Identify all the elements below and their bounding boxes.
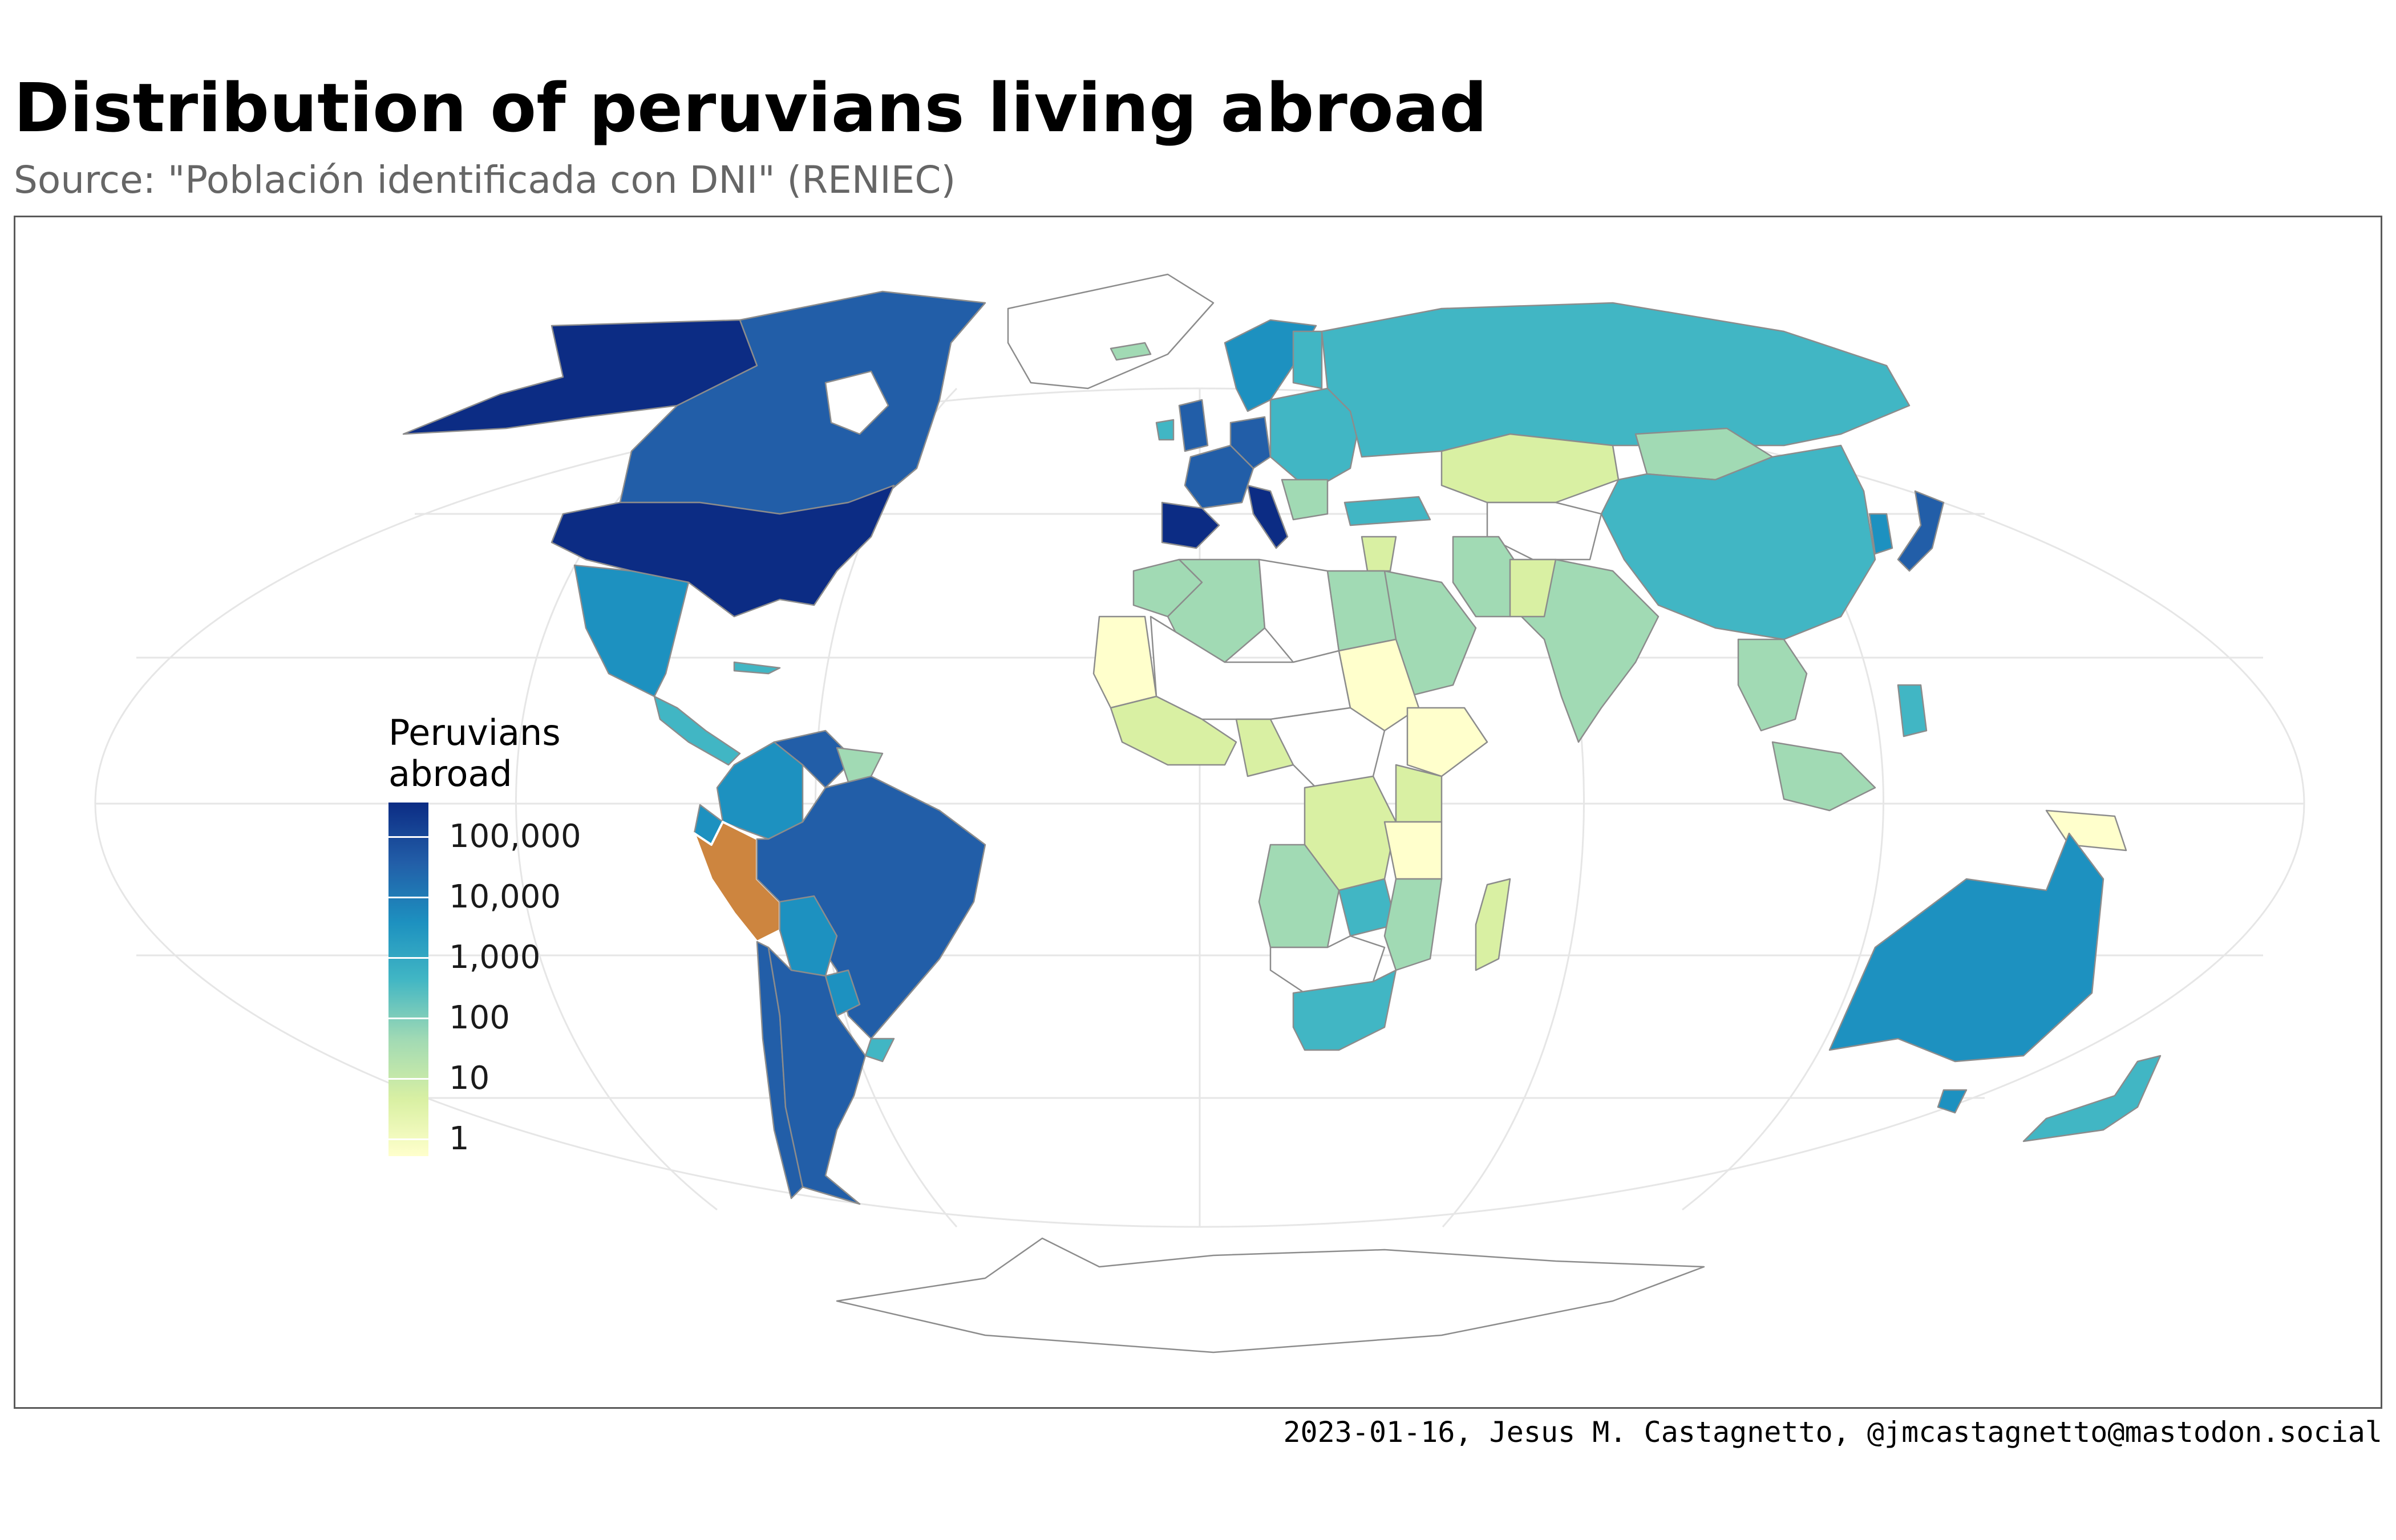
country-southern-africa bbox=[1269, 935, 1386, 994]
country-brazil bbox=[756, 775, 986, 1040]
country-china bbox=[1600, 444, 1876, 641]
country-philippines bbox=[1897, 684, 1928, 737]
country-west-africa bbox=[1110, 695, 1237, 766]
country-mauritania bbox=[1092, 615, 1157, 709]
country-ireland bbox=[1155, 419, 1175, 441]
country-venezuela bbox=[773, 730, 855, 789]
country-south-africa bbox=[1292, 969, 1397, 1051]
legend-break-label: 100,000 bbox=[449, 818, 581, 855]
country-pakistan bbox=[1509, 558, 1557, 618]
country-italy bbox=[1246, 484, 1289, 549]
country-sudan bbox=[1338, 638, 1420, 732]
world-map bbox=[94, 273, 2305, 1353]
legend-break-label: 1 bbox=[449, 1120, 470, 1157]
country-germany bbox=[1229, 416, 1272, 469]
country-australia bbox=[1828, 832, 2104, 1063]
legend: Peruvians abroad 100,000 10,000 1,000 100 10… bbox=[388, 712, 628, 1156]
caption: 2023-01-16, Jesus M. Castagnetto, @jmcas… bbox=[1283, 1416, 2382, 1449]
legend-tick bbox=[388, 1078, 428, 1080]
map-panel: Peruvians abroad 100,000 10,000 1,000 100 10… bbox=[14, 216, 2382, 1409]
country-mexico bbox=[573, 564, 690, 698]
country-spain bbox=[1161, 501, 1220, 549]
country-iceland bbox=[1110, 342, 1152, 361]
legend-colorbar-area: 100,000 10,000 1,000 100 10 1 bbox=[388, 803, 628, 1156]
country-mozambique bbox=[1383, 878, 1443, 971]
legend-title: Peruvians abroad bbox=[388, 712, 561, 795]
legend-tick bbox=[388, 1138, 428, 1140]
legend-colorbar bbox=[388, 803, 428, 1156]
country-korea bbox=[1868, 513, 1893, 555]
legend-break-label: 100 bbox=[449, 999, 510, 1036]
country-guyanas bbox=[836, 747, 884, 783]
country-tanzania bbox=[1383, 821, 1443, 880]
country-uruguay bbox=[864, 1038, 895, 1063]
country-finland bbox=[1292, 330, 1323, 390]
antarctica bbox=[836, 1237, 1705, 1353]
country-kazakhstan bbox=[1440, 433, 1620, 504]
legend-tick bbox=[388, 836, 428, 838]
legend-tick bbox=[388, 897, 428, 898]
country-russia bbox=[1321, 302, 1911, 458]
country-madagascar bbox=[1475, 878, 1511, 971]
country-india bbox=[1520, 558, 1660, 743]
legend-break-label: 10 bbox=[449, 1060, 490, 1097]
country-balkans bbox=[1281, 479, 1329, 521]
map-title: Distribution of peruvians living abroad bbox=[14, 68, 1487, 147]
country-turkey bbox=[1343, 496, 1431, 526]
country-cuba bbox=[733, 661, 781, 675]
map-subtitle: Source: "Población identificada con DNI"… bbox=[14, 158, 956, 202]
country-png bbox=[2045, 809, 2127, 852]
country-indonesia bbox=[1771, 741, 1876, 812]
country-argentina bbox=[767, 946, 867, 1205]
country-uk bbox=[1178, 399, 1209, 452]
country-southeast-asia bbox=[1737, 638, 1808, 732]
country-greenland bbox=[1007, 273, 1215, 390]
legend-break-label: 1,000 bbox=[449, 939, 541, 976]
country-central-america bbox=[653, 695, 741, 766]
legend-tick bbox=[388, 957, 428, 959]
country-libya bbox=[1258, 558, 1340, 663]
country-egypt bbox=[1326, 570, 1397, 652]
country-levant bbox=[1361, 536, 1397, 572]
country-ethiopia bbox=[1406, 707, 1488, 777]
legend-break-label: 10,000 bbox=[449, 878, 561, 915]
legend-tick bbox=[388, 1018, 428, 1019]
country-japan bbox=[1897, 490, 1945, 572]
country-usa bbox=[551, 484, 895, 618]
countries bbox=[402, 273, 2162, 1353]
country-tasmania bbox=[1937, 1089, 1968, 1114]
country-central-africa bbox=[1269, 707, 1386, 789]
hudson-bay bbox=[824, 370, 889, 435]
country-new-zealand bbox=[2022, 1055, 2162, 1142]
